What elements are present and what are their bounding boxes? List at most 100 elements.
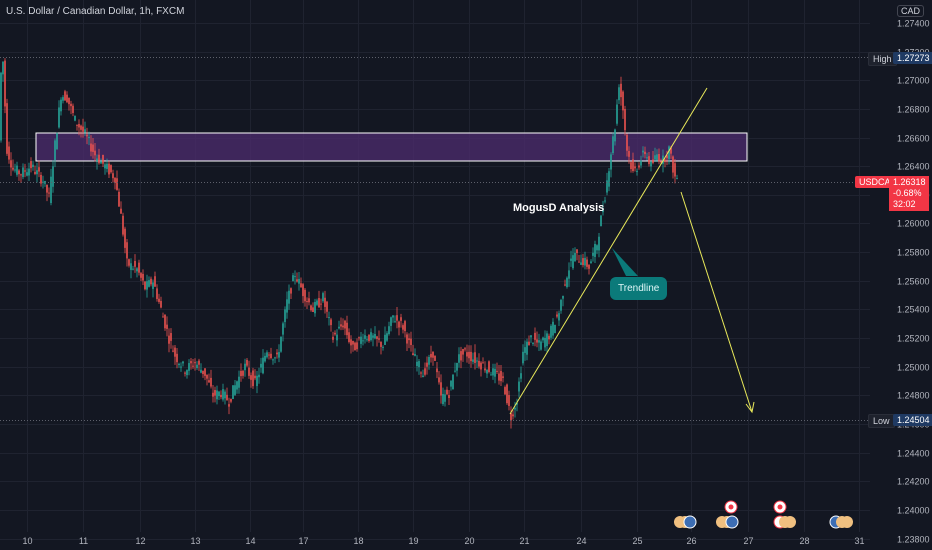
resistance-zone[interactable] xyxy=(35,132,748,162)
candle-body xyxy=(90,143,92,152)
candle-body xyxy=(196,364,198,368)
candle-body xyxy=(600,215,602,227)
candle-body xyxy=(144,281,146,290)
candle-body xyxy=(188,363,190,371)
candle-body xyxy=(238,376,240,388)
candle-body xyxy=(26,172,28,176)
candle-body xyxy=(180,366,182,368)
candle-body xyxy=(208,380,210,383)
x-tick-label: 13 xyxy=(190,536,200,546)
candle-body xyxy=(668,146,670,160)
candle-body xyxy=(268,354,270,356)
candle-body xyxy=(482,362,484,364)
candle-body xyxy=(172,350,174,352)
y-tick-label: 1.24000 xyxy=(897,506,930,516)
candle-body xyxy=(324,297,326,307)
analysis-label[interactable]: MogusD Analysis xyxy=(513,202,605,214)
candle-body xyxy=(242,370,244,376)
candle-body xyxy=(4,60,6,107)
candle-body xyxy=(480,362,482,370)
candle-body xyxy=(330,319,332,326)
candle-body xyxy=(304,289,306,302)
candle-body xyxy=(260,363,262,368)
candle-body xyxy=(534,332,536,340)
candle-body xyxy=(426,362,428,367)
candle-body xyxy=(576,249,578,254)
trendline-callout[interactable]: Trendline xyxy=(610,277,668,300)
candle-body xyxy=(336,334,338,341)
candle-body xyxy=(54,140,56,161)
currency-badge[interactable]: CAD xyxy=(896,5,924,17)
candle-body xyxy=(392,315,394,318)
bar-countdown: 32:02 xyxy=(893,199,916,209)
candle-body xyxy=(168,335,170,344)
candle-body xyxy=(290,288,292,294)
candle-body xyxy=(156,288,158,299)
candle-body xyxy=(526,341,528,355)
candle-body xyxy=(510,413,512,421)
candle-body xyxy=(332,336,334,340)
candle-body xyxy=(662,155,664,164)
candle-body xyxy=(452,374,454,390)
candle-body xyxy=(118,191,120,207)
candle-body xyxy=(300,283,302,288)
candle-body xyxy=(612,136,614,154)
candle-body xyxy=(202,370,204,375)
candle-body xyxy=(84,129,86,133)
candle-body xyxy=(22,167,24,178)
candle-body xyxy=(532,343,534,345)
trendline[interactable] xyxy=(509,87,708,415)
candle-body xyxy=(492,368,494,376)
candle-body xyxy=(166,324,168,329)
candle-body xyxy=(10,160,12,168)
candle-body xyxy=(80,125,82,130)
candle-body xyxy=(250,375,252,380)
forecast-arrow-line[interactable] xyxy=(680,191,753,413)
candle-body xyxy=(610,154,612,170)
candle-body xyxy=(562,296,564,299)
x-tick-label: 11 xyxy=(79,536,88,546)
y-tick-label: 1.26600 xyxy=(897,134,930,144)
candle-body xyxy=(376,336,378,339)
candle-body xyxy=(240,370,242,377)
low-label: Low xyxy=(868,414,895,428)
candle-body xyxy=(150,278,152,285)
candle-body xyxy=(582,258,584,266)
candle-body xyxy=(516,402,518,405)
candle-body xyxy=(414,354,416,356)
candle-body xyxy=(224,391,226,399)
candle-body xyxy=(522,351,524,364)
candle-body xyxy=(112,173,114,179)
candle-body xyxy=(674,163,676,177)
candle-body xyxy=(552,321,554,336)
x-tick-label: 12 xyxy=(135,536,145,546)
candle-body xyxy=(366,339,368,341)
candle-body xyxy=(86,134,88,137)
candle-body xyxy=(126,242,128,259)
candle-body xyxy=(288,290,290,304)
y-tick-label: 1.25800 xyxy=(897,248,930,258)
candle-body xyxy=(322,293,324,302)
candle-body xyxy=(436,368,438,373)
candle-body xyxy=(490,374,492,376)
candle-body xyxy=(286,299,288,313)
candle-body xyxy=(502,376,504,378)
candle-body xyxy=(574,252,576,262)
candle-body xyxy=(194,362,196,364)
x-tick-label: 14 xyxy=(245,536,255,546)
candle-body xyxy=(100,161,102,164)
candle-body xyxy=(348,332,350,342)
chart-grid xyxy=(0,0,870,540)
candle-body xyxy=(620,83,622,98)
candle-body xyxy=(398,321,400,328)
candle-body xyxy=(20,174,22,176)
candle-body xyxy=(214,390,216,396)
candle-body xyxy=(548,335,550,340)
candle-body xyxy=(36,170,38,175)
candle-body xyxy=(56,133,58,150)
candle-body xyxy=(654,155,656,160)
candle-body xyxy=(666,155,668,159)
candle-body xyxy=(660,161,662,163)
candle-body xyxy=(302,284,304,297)
